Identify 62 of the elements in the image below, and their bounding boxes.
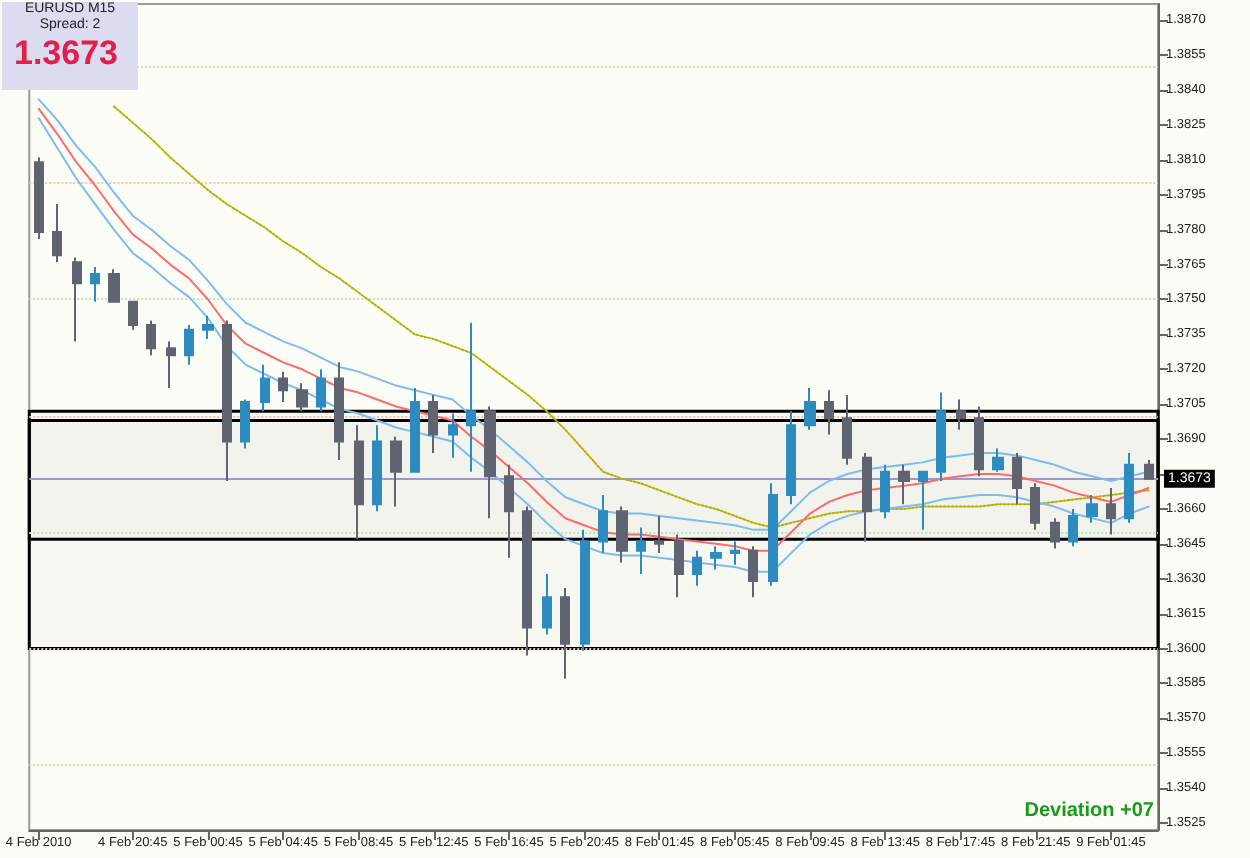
candlestick xyxy=(1124,452,1134,524)
candlestick xyxy=(72,256,82,343)
candlestick xyxy=(278,370,288,403)
candlestick xyxy=(542,573,552,636)
candlestick xyxy=(90,265,100,303)
candlestick xyxy=(992,447,1004,473)
candlestick xyxy=(202,314,214,341)
candlestick xyxy=(428,393,438,455)
candlestick xyxy=(862,452,872,543)
candlestick xyxy=(34,156,44,240)
candlestick xyxy=(768,482,778,587)
candlestick xyxy=(636,526,646,576)
candlestick xyxy=(824,389,834,436)
candlestick xyxy=(128,300,138,331)
candlestick xyxy=(560,587,570,680)
annotation: Deviation +07 xyxy=(1024,800,1154,822)
candlestick xyxy=(956,398,966,431)
candlestick xyxy=(316,368,326,413)
candlestick xyxy=(484,405,496,520)
candlestick xyxy=(240,398,250,450)
candlestick xyxy=(354,424,364,541)
candlestick xyxy=(654,514,664,555)
candlestick xyxy=(786,410,796,506)
candlestick xyxy=(504,463,514,559)
candlestick xyxy=(1106,486,1116,536)
candlestick xyxy=(1012,452,1022,506)
candlestick xyxy=(616,505,628,564)
candlestick xyxy=(710,545,722,571)
candlestick xyxy=(748,545,758,599)
candlestick xyxy=(260,363,270,413)
candlestick xyxy=(730,540,740,566)
candlestick xyxy=(522,505,532,657)
candlestick xyxy=(1086,493,1098,524)
candlestick xyxy=(184,324,194,366)
candlestick xyxy=(598,493,608,555)
candlestick xyxy=(842,393,852,466)
candlestick xyxy=(580,528,590,652)
candlestick xyxy=(974,405,984,478)
candlestick xyxy=(296,382,308,413)
candlestick xyxy=(674,533,684,599)
candlestick xyxy=(918,470,928,531)
candlestick xyxy=(108,268,120,303)
candlestick xyxy=(448,412,458,459)
candlestick xyxy=(52,203,62,264)
candlestick xyxy=(692,549,702,587)
candlestick xyxy=(222,319,232,482)
candlestick xyxy=(936,391,946,482)
candlestick xyxy=(410,386,420,473)
candlestick xyxy=(390,435,402,508)
candlestick xyxy=(146,319,156,357)
candlestick xyxy=(898,463,910,506)
candlestick xyxy=(372,424,382,513)
candlestick xyxy=(166,340,176,389)
candlestick xyxy=(880,463,890,520)
candlestick xyxy=(466,321,476,473)
candlestick xyxy=(1068,507,1078,548)
candlestick xyxy=(804,386,816,431)
candlestick xyxy=(1144,459,1154,480)
annotation: 1.3673 xyxy=(12,34,120,74)
candlestick xyxy=(1050,517,1060,550)
candlestick xyxy=(334,361,344,462)
candlestick xyxy=(1030,482,1040,531)
